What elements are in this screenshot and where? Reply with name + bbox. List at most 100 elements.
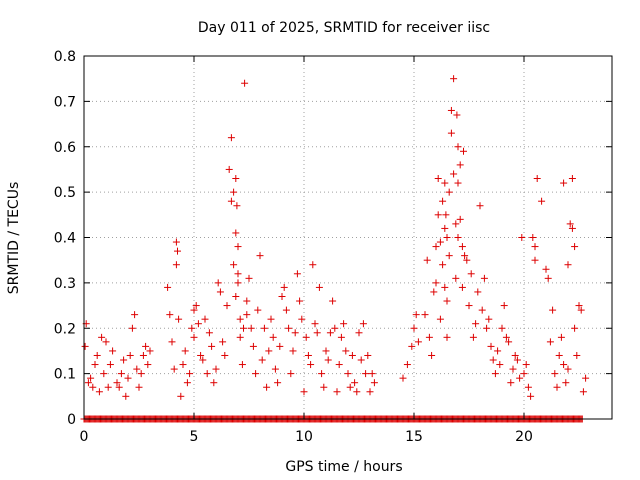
data-point — [544, 274, 552, 282]
data-point — [245, 274, 253, 282]
data-point — [500, 302, 508, 310]
data-point — [403, 361, 411, 369]
data-point — [126, 351, 134, 359]
data-point — [571, 324, 579, 332]
data-point — [491, 370, 499, 378]
data-point — [485, 315, 493, 323]
data-point — [315, 283, 323, 291]
data-point — [557, 333, 565, 341]
data-point — [93, 351, 101, 359]
data-point — [432, 279, 440, 287]
data-point — [210, 379, 218, 387]
data-point — [368, 370, 376, 378]
data-point — [467, 270, 475, 278]
data-point — [564, 365, 572, 373]
data-point — [414, 338, 422, 346]
x-tick-label: 20 — [515, 429, 533, 445]
data-point — [474, 288, 482, 296]
data-point — [582, 374, 590, 382]
data-point — [568, 224, 576, 232]
data-point — [447, 129, 455, 137]
data-point — [483, 324, 491, 332]
data-point — [366, 388, 374, 396]
data-point — [454, 143, 462, 151]
data-point — [340, 320, 348, 328]
data-point — [102, 338, 110, 346]
data-point — [421, 311, 429, 319]
data-point — [144, 361, 152, 369]
data-point — [190, 306, 198, 314]
data-point — [465, 302, 473, 310]
chart-title: Day 011 of 2025, SRMTID for receiver iis… — [198, 20, 490, 36]
data-point — [298, 315, 306, 323]
data-point — [322, 347, 330, 355]
data-point — [227, 197, 235, 205]
data-point — [346, 383, 354, 391]
data-point — [453, 111, 461, 119]
data-point — [412, 311, 420, 319]
x-tick-label: 15 — [405, 429, 423, 445]
data-point — [564, 261, 572, 269]
data-point — [518, 234, 526, 241]
x-tick-label: 0 — [80, 429, 89, 445]
data-point — [113, 379, 121, 387]
data-point — [546, 338, 554, 346]
data-point — [300, 388, 308, 396]
data-point — [230, 261, 238, 269]
data-point — [577, 306, 585, 314]
data-point — [252, 370, 260, 378]
data-point — [568, 175, 576, 183]
data-point — [579, 388, 587, 396]
data-point — [428, 351, 436, 359]
axis-ticks: 0 0.1 0.2 0.3 0.4 0.5 0.6 0.7 0.8 0 5 10 15 20 — [54, 49, 612, 445]
data-point — [203, 370, 211, 378]
data-point — [425, 333, 433, 341]
data-point — [232, 292, 240, 300]
data-point — [430, 288, 438, 296]
data-point — [227, 134, 235, 142]
data-point — [276, 342, 284, 350]
data-point — [560, 179, 568, 187]
data-point — [186, 370, 194, 378]
data-point — [531, 243, 539, 251]
data-point — [197, 351, 205, 359]
data-point — [520, 370, 528, 378]
data-point — [410, 324, 418, 332]
data-point — [511, 351, 519, 359]
data-point — [296, 297, 304, 305]
data-point — [263, 383, 271, 391]
data-point — [205, 329, 213, 337]
data-point — [181, 347, 189, 355]
data-point — [507, 379, 515, 387]
data-point — [566, 220, 574, 228]
data-point — [505, 338, 513, 346]
data-point — [216, 288, 224, 296]
data-point — [458, 283, 466, 291]
data-point — [249, 342, 257, 350]
data-point — [236, 315, 244, 323]
data-point — [443, 234, 451, 241]
data-point — [441, 179, 449, 187]
data-point — [168, 338, 176, 346]
data-point — [177, 392, 185, 400]
data-point — [522, 361, 530, 369]
data-point — [192, 302, 200, 310]
data-point — [271, 365, 279, 373]
data-point — [529, 234, 537, 241]
data-point — [232, 175, 240, 183]
data-point — [447, 106, 455, 114]
data-point — [331, 324, 339, 332]
data-point — [362, 370, 370, 378]
y-axis-label: SRMTID / TECUs — [6, 182, 22, 295]
data-point — [289, 347, 297, 355]
data-point — [456, 215, 464, 223]
data-point — [441, 224, 449, 232]
data-point — [456, 161, 464, 169]
data-point — [450, 170, 458, 178]
data-point — [131, 311, 139, 319]
data-point — [258, 356, 266, 364]
data-point — [344, 370, 352, 378]
data-point — [452, 274, 460, 282]
data-point — [353, 388, 361, 396]
data-point — [311, 320, 319, 328]
